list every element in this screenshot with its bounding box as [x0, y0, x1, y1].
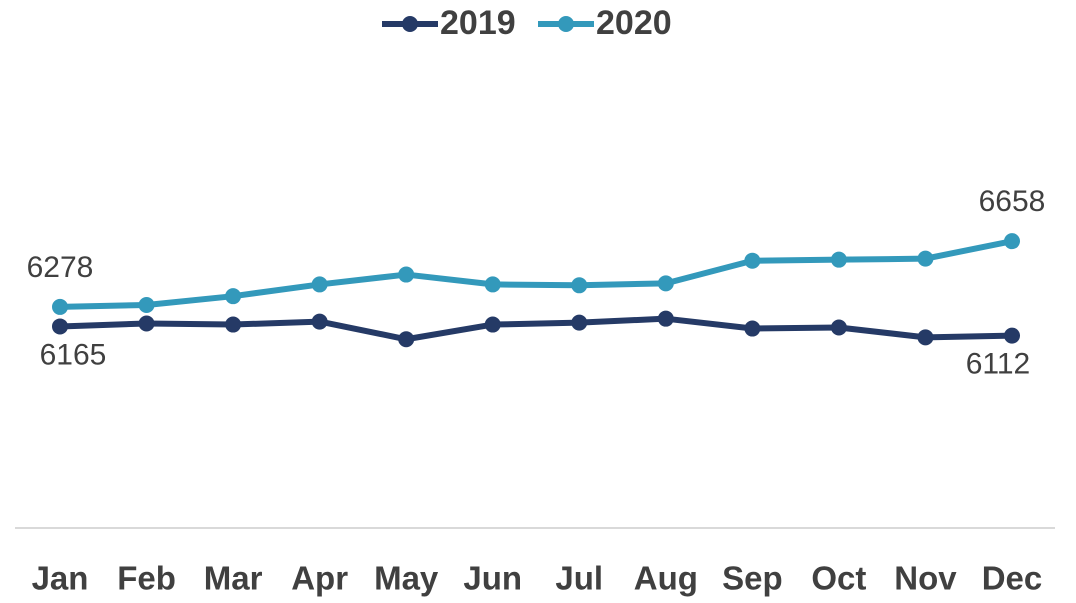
- data-point: [398, 331, 415, 348]
- x-tick-label: Sep: [722, 560, 783, 597]
- data-point: [917, 250, 934, 267]
- x-tick-label: Jan: [32, 560, 89, 597]
- data-point: [138, 297, 155, 314]
- data-point: [830, 251, 847, 268]
- data-point: [571, 277, 588, 294]
- data-point: [484, 276, 501, 293]
- data-point: [225, 288, 242, 305]
- data-point: [744, 320, 761, 337]
- data-point: [398, 266, 415, 283]
- data-point: [917, 329, 934, 346]
- legend-marker: [402, 16, 418, 32]
- data-point: [571, 314, 588, 331]
- x-tick-label: Nov: [894, 560, 957, 597]
- data-point: [52, 298, 68, 315]
- x-tick-label: Feb: [117, 560, 176, 597]
- x-tick-label: Oct: [811, 560, 866, 597]
- data-point: [52, 318, 68, 335]
- x-tick-label: Jul: [555, 560, 603, 597]
- x-tick-label: Jun: [463, 560, 522, 597]
- legend-marker: [558, 16, 574, 32]
- legend-label: 2019: [440, 4, 516, 42]
- x-tick-label: Aug: [634, 560, 698, 597]
- data-point: [311, 313, 328, 330]
- data-label: 6658: [979, 185, 1046, 218]
- data-point: [657, 310, 674, 327]
- data-point: [744, 252, 761, 269]
- x-tick-label: Apr: [291, 560, 348, 597]
- data-label: 6278: [27, 251, 94, 284]
- data-label: 6165: [40, 338, 107, 371]
- data-point: [1004, 327, 1020, 344]
- x-tick-label: May: [374, 560, 439, 597]
- series-line: [59, 315, 1013, 343]
- data-point: [830, 319, 847, 336]
- legend-label: 2020: [596, 4, 672, 42]
- data-label: 6112: [966, 348, 1031, 381]
- data-point: [657, 275, 674, 292]
- x-tick-label: Mar: [204, 560, 263, 597]
- series-line: [59, 238, 1013, 310]
- data-point: [484, 316, 501, 333]
- data-point: [138, 315, 155, 332]
- data-point: [1004, 233, 1020, 250]
- x-tick-label: Dec: [982, 560, 1043, 597]
- data-point: [311, 276, 328, 293]
- data-point: [225, 316, 242, 333]
